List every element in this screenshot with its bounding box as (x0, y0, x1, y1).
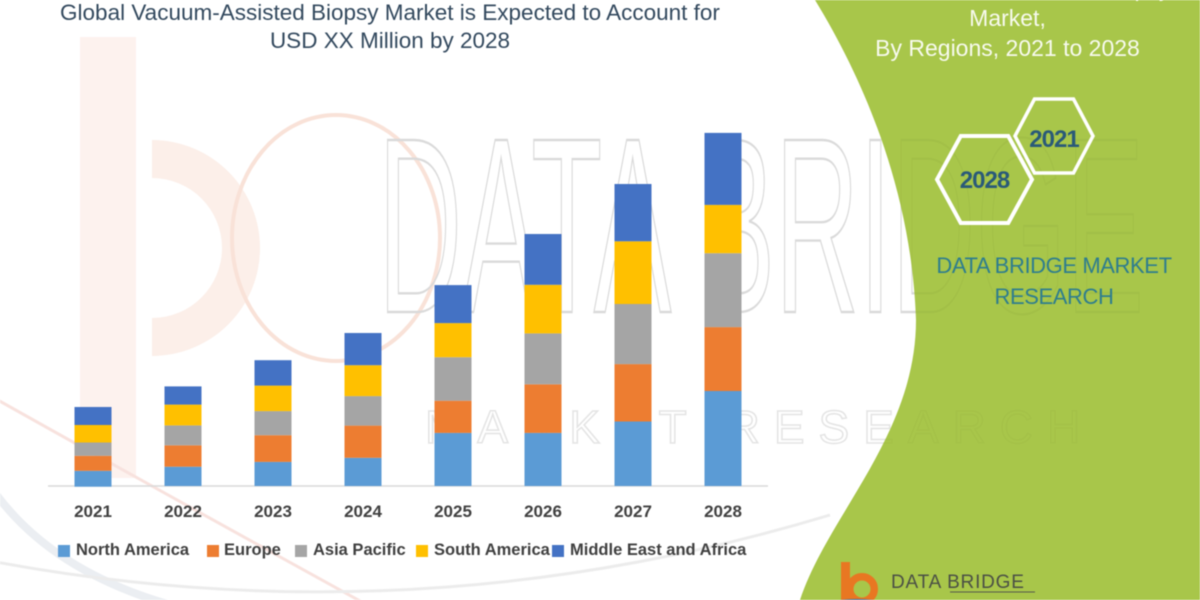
svg-text:MARKET RESEARCH: MARKET RESEARCH (891, 598, 1063, 600)
svg-text:2021: 2021 (1029, 126, 1079, 153)
svg-text:DATA BRIDGE: DATA BRIDGE (891, 572, 1025, 593)
svg-text:2028: 2028 (960, 167, 1010, 194)
